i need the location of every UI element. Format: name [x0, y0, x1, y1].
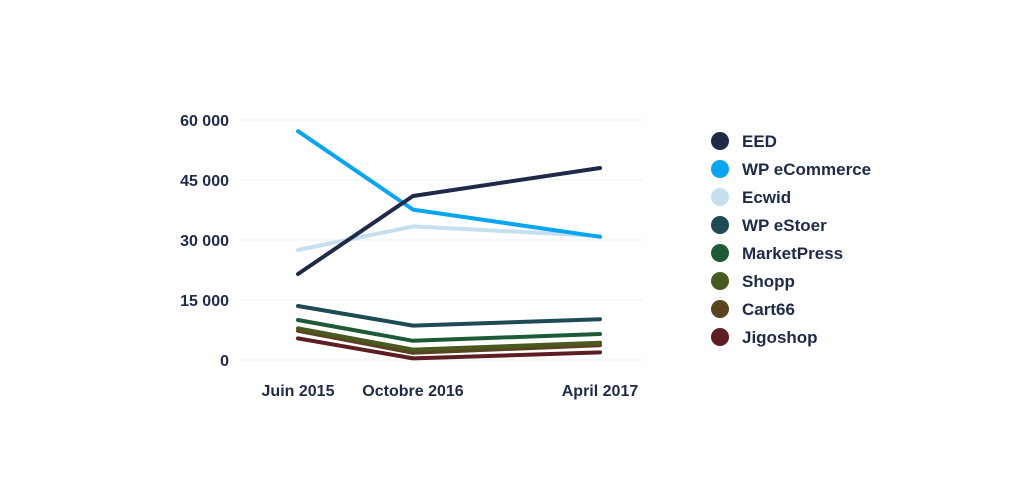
legend: EED WP eCommerce Ecwid WP eStoer MarketPress…: [711, 132, 871, 347]
y-tick-label: 15 000: [180, 293, 229, 310]
legend-swatch: [711, 188, 729, 206]
plot-area: [296, 129, 602, 361]
legend-label: WP eCommerce: [742, 160, 871, 179]
legend-item-marketpress[interactable]: MarketPress: [711, 244, 843, 263]
legend-item-wp-estoer[interactable]: WP eStoer: [711, 216, 827, 235]
series-line-marketpress: [296, 318, 602, 343]
legend-swatch: [711, 216, 729, 234]
x-tick-label: Octobre 2016: [362, 383, 463, 400]
y-tick-label: 0: [220, 353, 229, 370]
legend-item-shopp[interactable]: Shopp: [711, 272, 795, 291]
y-tick-label: 30 000: [180, 233, 229, 250]
series-line-wp-estoer: [296, 304, 602, 328]
grid: [240, 119, 643, 361]
legend-swatch: [711, 328, 729, 346]
legend-label: WP eStoer: [742, 216, 827, 235]
legend-swatch: [711, 132, 729, 150]
x-tick-label: April 2017: [562, 383, 639, 400]
legend-swatch: [711, 160, 729, 178]
series-line-shopp: [296, 326, 602, 352]
y-tick-label: 60 000: [180, 113, 229, 130]
legend-label: EED: [742, 132, 777, 151]
x-axis: Juin 2015 Octobre 2016 April 2017: [262, 383, 639, 400]
legend-item-eed[interactable]: EED: [711, 132, 777, 151]
series-line-jigoshop: [296, 336, 602, 361]
x-tick-label: Juin 2015: [262, 383, 335, 400]
series-line-cart66: [296, 328, 602, 355]
legend-swatch: [711, 272, 729, 290]
legend-swatch: [711, 244, 729, 262]
legend-item-ecwid[interactable]: Ecwid: [711, 188, 791, 207]
series-line-wp-ecommerce: [296, 129, 602, 239]
legend-item-cart66[interactable]: Cart66: [711, 300, 795, 319]
legend-label: Cart66: [742, 300, 795, 319]
legend-label: Ecwid: [742, 188, 791, 207]
series-line-eed: [296, 166, 602, 276]
y-axis: 0 15 000 30 000 45 000 60 000: [180, 113, 229, 370]
legend-label: MarketPress: [742, 244, 843, 263]
series-line-ecwid: [296, 224, 602, 252]
legend-item-wp-ecommerce[interactable]: WP eCommerce: [711, 160, 871, 179]
legend-swatch: [711, 300, 729, 318]
legend-label: Jigoshop: [742, 328, 818, 347]
y-tick-label: 45 000: [180, 173, 229, 190]
legend-item-jigoshop[interactable]: Jigoshop: [711, 328, 818, 347]
legend-label: Shopp: [742, 272, 795, 291]
